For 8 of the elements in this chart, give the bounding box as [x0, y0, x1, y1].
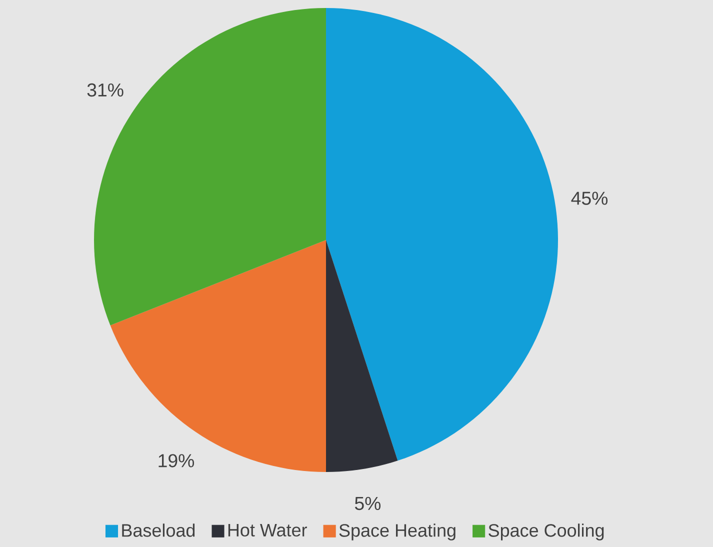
legend-label: Baseload	[122, 524, 195, 537]
legend-label: Space Heating	[339, 524, 456, 540]
data-label: 5%	[354, 496, 381, 510]
legend-label: Space Cooling	[488, 524, 604, 540]
data-label: 31%	[87, 83, 124, 97]
data-label: 45%	[571, 192, 608, 205]
data-label: 19%	[158, 454, 194, 468]
legend-label: Hot Water	[228, 524, 307, 536]
